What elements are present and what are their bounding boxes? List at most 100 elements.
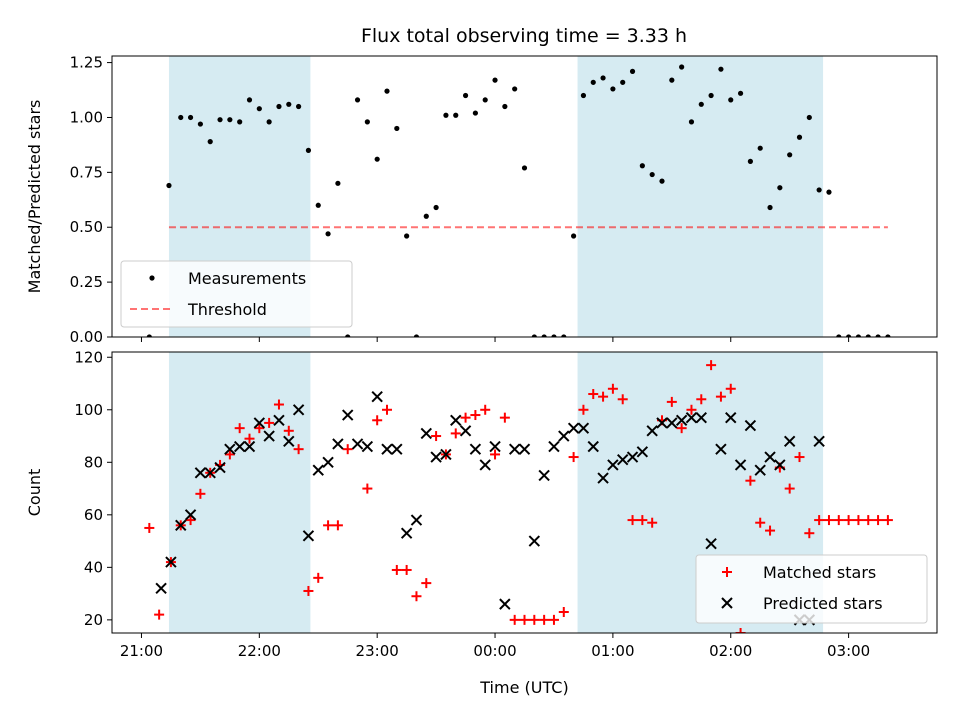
x-tick-label: 23:00 (356, 642, 399, 660)
predicted-star-marker (695, 411, 707, 424)
matched-star-marker (362, 483, 373, 494)
measurement-point (296, 103, 302, 110)
matched-star-marker (303, 585, 314, 596)
measurement-point (757, 145, 763, 151)
predicted-star-marker (342, 409, 354, 421)
predicted-star-marker (400, 527, 413, 539)
matched-star-marker (450, 428, 461, 439)
y-tick-label: 80 (84, 453, 103, 471)
chart-title: Flux total observing time = 3.33 h (361, 25, 687, 47)
matched-star-marker (154, 609, 165, 620)
matched-star-marker (873, 515, 884, 526)
predicted-star-marker (508, 443, 521, 455)
measurement-point (315, 202, 321, 208)
x-tick-label: 01:00 (591, 642, 634, 660)
legend-matched-marker (722, 567, 732, 577)
matched-star-marker (421, 578, 432, 589)
measurement-point (531, 334, 537, 337)
measurement-point (806, 114, 812, 121)
measurement-point (178, 114, 184, 121)
legend-predicted-marker (721, 597, 733, 609)
measurement-point (708, 92, 714, 99)
predicted-star-marker (617, 453, 629, 466)
measurement-point (600, 75, 606, 81)
matched-star-marker (578, 404, 589, 415)
legend: Matched stars Predicted stars (695, 554, 928, 624)
matched-star-marker (804, 528, 815, 539)
measurement-point (865, 334, 871, 337)
measurement-point (472, 110, 478, 116)
predicted-star-marker (675, 414, 688, 426)
measurement-point (728, 97, 734, 103)
measurement-point (521, 165, 528, 171)
x-tick-label: 03:00 (827, 642, 870, 660)
predicted-star-marker (567, 422, 580, 434)
matched-star-marker (627, 515, 638, 526)
predicted-star-marker (538, 469, 550, 482)
shaded-band (577, 56, 824, 337)
measurement-point (207, 139, 213, 145)
top-panel: 0.00 0.25 0.50 0.75 1.00 1.25 Matched/Predicte… (25, 54, 938, 346)
measurement-point (561, 334, 567, 337)
matched-star-marker (686, 404, 697, 415)
matched-star-marker (264, 417, 275, 428)
matched-star-marker (843, 515, 854, 526)
measurement-point (433, 204, 439, 211)
measurement-point (885, 334, 891, 337)
predicted-star-marker (715, 443, 727, 455)
measurement-point (816, 187, 822, 193)
predicted-star-marker (764, 451, 776, 463)
predicted-star-marker (813, 435, 825, 447)
measurement-point (679, 64, 685, 70)
bottom-panel: 21:00 22:00 23:00 00:00 01:00 02:00 03:00 20 40 6… (25, 348, 938, 697)
measurement-point (246, 97, 253, 103)
measurement-point (787, 152, 793, 158)
legend-box (695, 554, 928, 624)
legend-measurement-marker (149, 275, 155, 281)
matched-star-marker (342, 444, 353, 455)
measurement-point (826, 189, 832, 195)
predicted-star-marker (577, 422, 590, 434)
y-tick-label: 60 (84, 506, 103, 524)
measurement-point (502, 103, 508, 110)
matched-star-marker (195, 488, 206, 499)
matched-star-marker (323, 520, 334, 531)
predicted-star-marker (646, 425, 658, 437)
measurement-point (659, 178, 665, 184)
matched-star-marker (460, 412, 471, 423)
measurement-point (836, 334, 842, 337)
predicted-star-marker (322, 456, 334, 469)
predicted-star-marker (783, 435, 796, 447)
y-tick-label: 1.25 (70, 54, 103, 72)
measurement-point (482, 97, 488, 103)
matched-star-marker (293, 444, 304, 455)
measurement-point (146, 334, 152, 337)
measurement-point (286, 101, 292, 107)
matched-star-marker (784, 483, 795, 494)
matched-star-marker (401, 564, 412, 575)
matched-star-marker (244, 433, 255, 444)
matched-star-marker (273, 399, 284, 410)
y-axis-label: Matched/Predicted stars (25, 100, 44, 294)
plot-area (146, 64, 891, 337)
measurement-point (492, 77, 498, 83)
matched-star-marker (519, 614, 530, 625)
matched-star-marker (715, 391, 726, 402)
measurement-point (384, 88, 390, 94)
y-tick-label: 0.25 (70, 273, 103, 291)
axes-frame (111, 55, 938, 338)
matched-star-marker (372, 415, 383, 426)
predicted-star-marker (469, 443, 482, 455)
predicted-star-marker (744, 419, 757, 432)
measurement-point (305, 147, 312, 153)
predicted-star-marker (243, 440, 256, 453)
matched-star-marker (382, 404, 392, 415)
matched-star-marker (234, 423, 245, 434)
measurement-point (846, 334, 852, 337)
measurement-point (590, 79, 596, 85)
predicted-star-marker (685, 411, 698, 424)
measurement-point (718, 66, 724, 72)
matched-star-marker (725, 383, 736, 394)
measurement-point (571, 233, 577, 239)
predicted-star-marker (165, 556, 177, 568)
